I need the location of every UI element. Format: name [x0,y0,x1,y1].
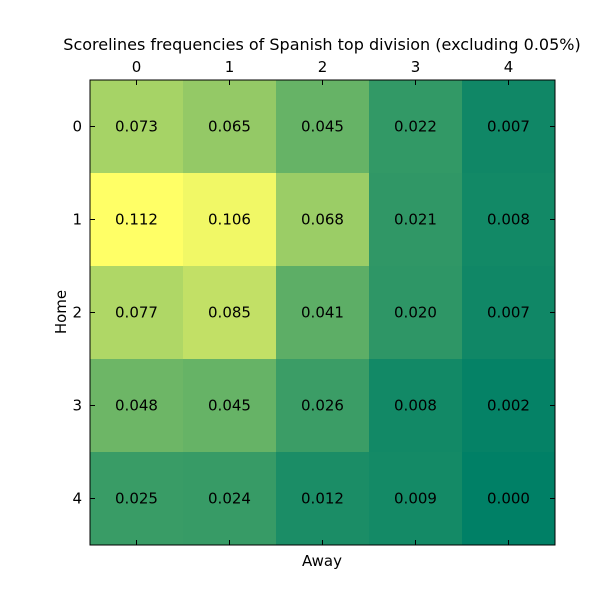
heatmap-cell-1-1 [183,173,277,267]
cell-value-label-3-3: 0.008 [394,397,437,415]
cell-value-label-2-4: 0.007 [487,304,530,322]
x-tick-label-0: 0 [132,58,142,76]
heatmap-cell-1-2 [276,173,370,267]
heatmap-cell-3-4 [462,359,556,453]
heatmap-cell-4-0 [90,452,184,546]
heatmap-cell-3-3 [369,359,463,453]
y-tick-label-3: 3 [72,397,82,415]
x-tick-label-3: 3 [411,58,421,76]
cell-value-label-3-0: 0.048 [115,397,158,415]
cell-value-label-1-0: 0.112 [115,211,158,229]
heatmap-cell-2-3 [369,266,463,360]
y-axis-label: Home [52,290,70,334]
heatmap-cell-1-3 [369,173,463,267]
cell-value-label-1-1: 0.106 [208,211,251,229]
axis-ticks: 0 1 2 3 4 0 1 2 3 4 [72,58,555,545]
heatmap-cell-0-2 [276,80,370,174]
cell-value-label-0-1: 0.065 [208,118,251,136]
cell-value-label-3-2: 0.026 [301,397,344,415]
cell-value-label-4-2: 0.012 [301,490,344,508]
heatmap-cells [90,80,556,546]
heatmap-cell-0-3 [369,80,463,174]
heatmap-cell-1-0 [90,173,184,267]
cell-value-label-2-2: 0.041 [301,304,344,322]
cell-value-label-2-0: 0.077 [115,304,158,322]
cell-value-label-3-4: 0.002 [487,397,530,415]
cell-value-label-0-2: 0.045 [301,118,344,136]
cell-value-label-2-3: 0.020 [394,304,437,322]
cell-value-label-4-3: 0.009 [394,490,437,508]
heatmap-cell-3-2 [276,359,370,453]
heatmap-cell-4-4 [462,452,556,546]
cell-value-label-0-0: 0.073 [115,118,158,136]
y-tick-label-0: 0 [72,118,82,136]
cell-value-label-1-3: 0.021 [394,211,437,229]
cell-value-label-1-4: 0.008 [487,211,530,229]
x-tick-label-4: 4 [504,58,514,76]
x-tick-label-1: 1 [225,58,235,76]
cell-value-label-0-4: 0.007 [487,118,530,136]
x-tick-label-2: 2 [318,58,328,76]
heatmap-cell-3-1 [183,359,277,453]
cell-value-label-0-3: 0.022 [394,118,437,136]
heatmap-cell-4-1 [183,452,277,546]
y-tick-label-1: 1 [72,211,82,229]
heatmap-cell-4-2 [276,452,370,546]
cell-value-label-2-1: 0.085 [208,304,251,322]
cell-value-label-1-2: 0.068 [301,211,344,229]
cell-value-label-4-0: 0.025 [115,490,158,508]
y-tick-label-2: 2 [72,304,82,322]
heatmap-cell-3-0 [90,359,184,453]
heatmap-cell-labels: 0.073 0.065 0.045 0.022 0.007 0.112 0.106 0.068… [115,118,530,508]
chart-title: Scorelines frequencies of Spanish top di… [63,35,580,54]
cell-value-label-4-1: 0.024 [208,490,251,508]
x-axis-label: Away [302,552,342,570]
heatmap-cell-4-3 [369,452,463,546]
cell-value-label-4-4: 0.000 [487,490,530,508]
y-tick-label-4: 4 [72,490,82,508]
heatmap-cell-2-0 [90,266,184,360]
heatmap-cell-0-0 [90,80,184,174]
heatmap-cell-0-4 [462,80,556,174]
heatmap-cell-2-1 [183,266,277,360]
heatmap-cell-0-1 [183,80,277,174]
heatmap-cell-2-2 [276,266,370,360]
heatmap-cell-1-4 [462,173,556,267]
heatmap-cell-2-4 [462,266,556,360]
cell-value-label-3-1: 0.045 [208,397,251,415]
